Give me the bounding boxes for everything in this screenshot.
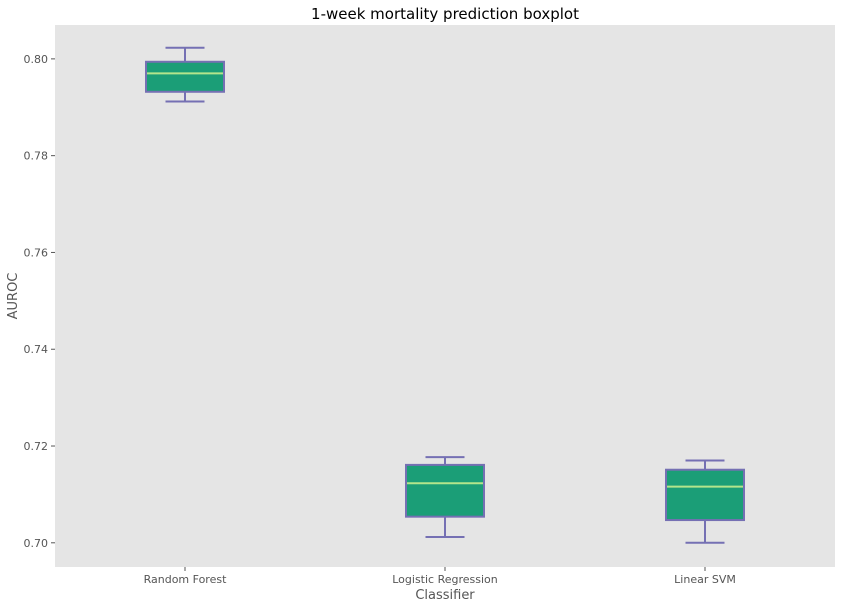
box-group — [405, 456, 485, 538]
y-tick-label: 0.80 — [24, 53, 49, 66]
box — [405, 463, 485, 518]
y-tick-label: 0.70 — [24, 537, 49, 550]
x-tick-label: Logistic Regression — [392, 573, 498, 586]
y-tick-label: 0.72 — [24, 440, 49, 453]
box — [145, 60, 225, 93]
box-group — [145, 46, 225, 103]
y-tick-label: 0.78 — [24, 150, 49, 163]
boxes-layer — [145, 46, 745, 544]
x-ticks: Random Forest Logistic Regression Linear S… — [144, 567, 736, 586]
chart-title: 1-week mortality prediction boxplot — [311, 5, 579, 23]
y-axis-label: AUROC — [6, 273, 21, 320]
x-tick-label: Random Forest — [144, 573, 227, 586]
x-axis-label: Classifier — [415, 588, 475, 603]
box-group — [665, 459, 745, 544]
box — [665, 468, 745, 522]
y-tick-label: 0.76 — [24, 246, 49, 259]
y-ticks: 0.70 0.72 0.74 0.76 0.78 0.80 — [24, 53, 55, 550]
x-tick-label: Linear SVM — [674, 573, 736, 586]
y-tick-label: 0.74 — [24, 343, 49, 356]
